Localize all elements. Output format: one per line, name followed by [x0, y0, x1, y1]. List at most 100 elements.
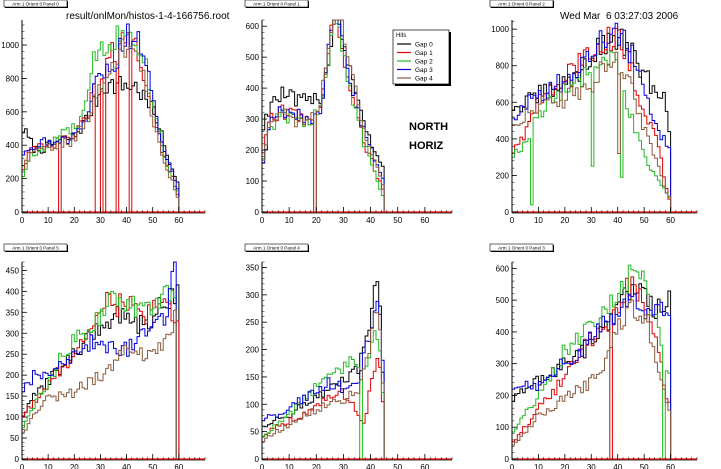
y-tick-label: 350: [246, 263, 260, 272]
x-tick-label: 40: [613, 463, 622, 469]
x-tick-label: 0: [20, 216, 25, 225]
y-tick-label: 100: [496, 423, 510, 432]
x-tick-label: 50: [148, 463, 157, 469]
panel-4: Arm 1 Orient 0 Panel 4050100150200250300…: [244, 243, 453, 469]
x-tick-label: 50: [148, 216, 157, 225]
y-tick-label: 500: [246, 53, 260, 62]
x-tick-label: 40: [122, 463, 131, 469]
x-tick-label: 40: [613, 216, 622, 225]
y-tick-label: 100: [246, 400, 260, 409]
x-tick-label: 20: [70, 216, 79, 225]
histogram-gap-2: [511, 51, 672, 212]
histogram-gap-3: [511, 22, 672, 212]
x-tick-label: 60: [174, 216, 183, 225]
histogram-gap-2: [261, 19, 385, 212]
orient-annotation: HORIZ: [409, 140, 444, 152]
x-tick-label: 50: [640, 216, 649, 225]
histogram-gap-1: [261, 19, 385, 213]
x-tick-label: 40: [366, 216, 375, 225]
x-tick-label: 10: [285, 463, 294, 469]
x-tick-label: 10: [44, 463, 53, 469]
x-tick-label: 0: [510, 463, 515, 469]
file-path-label: result/onlMon/histos-1-4-166756.root: [66, 11, 230, 22]
panel-0: Arm 1 Orient 0 Panel 0 0 200 400 600 800 1000 0…: [1, 0, 206, 225]
y-tick-label: 150: [246, 373, 260, 382]
panel-5: Arm 1 Orient 0 Panel 3010020030040050060…: [489, 243, 698, 469]
y-tick-label: 150: [6, 392, 20, 401]
y-tick-label: 0: [15, 455, 20, 464]
x-tick-label: 30: [96, 463, 105, 469]
y-tick-label: 300: [246, 291, 260, 300]
x-tick-label: 20: [312, 463, 321, 469]
y-tick-label: 0: [255, 455, 260, 464]
x-tick-label: 30: [96, 216, 105, 225]
panel-title-box: [3, 243, 68, 252]
x-tick-label: 20: [560, 463, 569, 469]
x-tick-label: 20: [70, 463, 79, 469]
x-tick-label: 10: [285, 216, 294, 225]
panel-title-text: Arm 1 Orient 0 Panel 2: [498, 2, 545, 7]
panel-title-text: Arm 1 Orient 0 Panel 4: [253, 246, 300, 251]
y-tick-label: 600: [496, 264, 510, 273]
y-tick-label: 0: [255, 208, 260, 217]
legend-box: [392, 29, 450, 85]
histogram-gap-4: [21, 38, 180, 212]
histogram-gap-4: [261, 19, 385, 213]
x-tick-label: 20: [560, 216, 569, 225]
histogram-gap-4: [261, 312, 385, 459]
x-tick-label: 50: [393, 463, 402, 469]
y-tick-label: 1000: [491, 25, 509, 34]
y-tick-label: 500: [496, 296, 510, 305]
histogram-gap-0: [511, 28, 672, 212]
panel-title: Arm 1 Orient 0 Panel 5: [3, 243, 68, 252]
panel-title: Arm 1 Orient 0 Panel 4: [244, 243, 309, 252]
x-tick-label: 0: [510, 216, 515, 225]
y-tick-label: 400: [6, 287, 20, 296]
y-tick-label: 300: [496, 360, 510, 369]
y-tick-label: 50: [10, 434, 19, 443]
histogram-gap-0: [261, 19, 385, 212]
x-tick-label: 60: [666, 463, 675, 469]
panel-title: Arm 1 Orient 0 Panel 2: [489, 0, 554, 8]
y-tick-label: 0: [505, 208, 510, 217]
y-tick-label: 400: [6, 141, 20, 150]
x-tick-label: 20: [312, 216, 321, 225]
histogram-gap-2: [261, 330, 385, 460]
panel-2: Arm 1 Orient 0 Panel 2 0 200 400 600 800 1000 0…: [489, 0, 698, 225]
y-tick-label: 600: [6, 108, 20, 117]
legend-entry-gap-3: Gap 3: [415, 67, 433, 74]
y-tick-label: 200: [246, 346, 260, 355]
x-tick-label: 50: [640, 463, 649, 469]
y-tick-label: 100: [246, 177, 260, 186]
x-tick-label: 0: [20, 463, 25, 469]
panel-title-box: [489, 243, 554, 252]
timestamp-label: Wed Mar 6 03:27:03 2006: [560, 11, 679, 22]
histogram-gap-2: [21, 284, 179, 460]
y-tick-label: 350: [6, 308, 20, 317]
y-tick-label: 0: [505, 455, 510, 464]
y-tick-label: 450: [6, 266, 20, 275]
x-tick-label: 40: [366, 463, 375, 469]
x-tick-label: 60: [666, 216, 675, 225]
y-tick-label: 200: [496, 171, 510, 180]
x-tick-label: 30: [587, 216, 596, 225]
y-tick-label: 200: [496, 391, 510, 400]
x-tick-label: 0: [260, 216, 265, 225]
panel-title-text: Arm 1 Orient 0 Panel 1: [253, 2, 300, 7]
panel-title-text: Arm 1 Orient 0 Panel 0: [12, 2, 59, 7]
x-tick-label: 30: [339, 216, 348, 225]
arm-annotation: NORTH: [409, 121, 449, 133]
histogram-gap-4: [511, 51, 672, 212]
x-tick-label: 30: [339, 463, 348, 469]
y-tick-label: 400: [496, 135, 510, 144]
y-tick-label: 600: [246, 22, 260, 31]
panel-title-box: [244, 243, 309, 252]
y-tick-label: 800: [496, 62, 510, 71]
panel-title-box: [3, 0, 68, 8]
x-tick-label: 0: [260, 463, 265, 469]
panel-title-text: Arm 1 Orient 0 Panel 3: [498, 246, 545, 251]
panel-title-text: Arm 1 Orient 0 Panel 5: [12, 246, 59, 251]
y-tick-label: 200: [6, 371, 20, 380]
